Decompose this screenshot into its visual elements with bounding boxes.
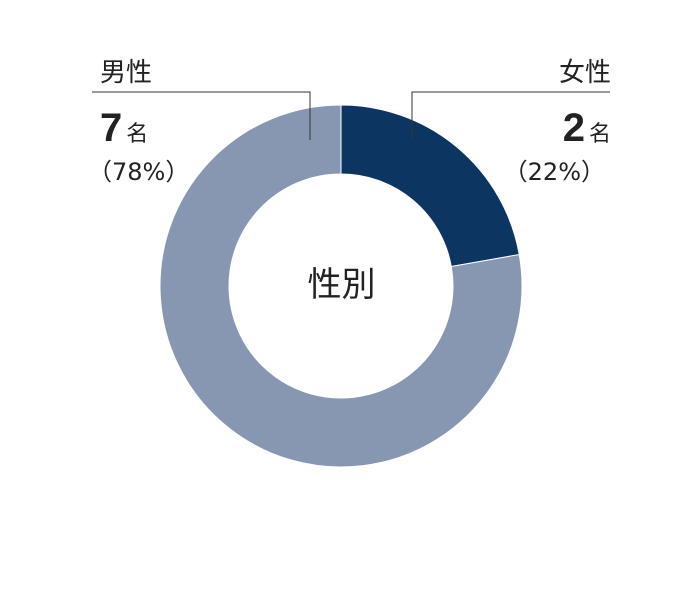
male-count-unit: 名	[126, 121, 149, 146]
chart-title: 性別	[307, 265, 376, 305]
female-count-unit: 名	[588, 121, 611, 146]
female-count-value: 2	[562, 106, 585, 150]
male-category-label: 男性	[100, 58, 153, 88]
male-percent-label: （78%）	[88, 158, 190, 186]
female-percent-label: （22%）	[503, 158, 605, 186]
female-leader-line	[411, 91, 610, 140]
male-leader-line	[92, 91, 311, 140]
female-category-label: 女性	[558, 58, 611, 88]
male-count-value: 7	[100, 106, 123, 150]
donut-slice-male	[159, 104, 523, 468]
donut-slice-female	[340, 104, 520, 268]
